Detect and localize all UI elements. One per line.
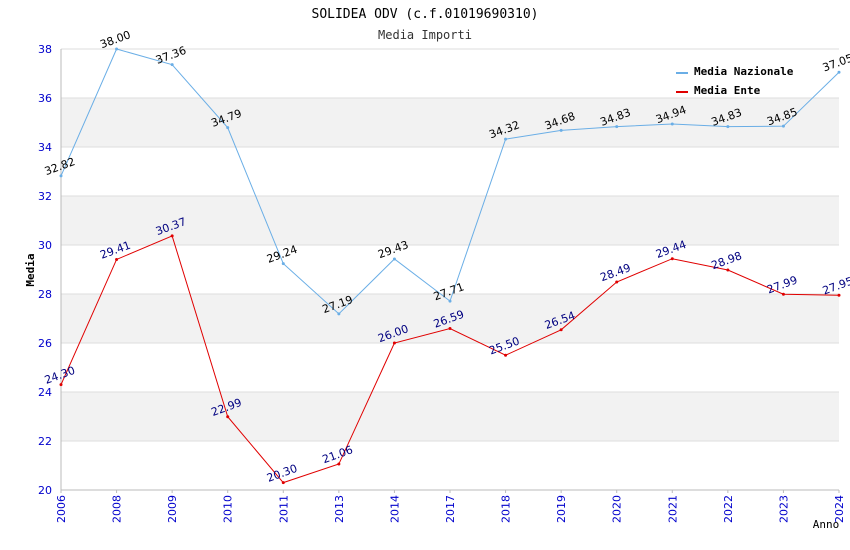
legend-label-media-nazionale: Media Nazionale [694, 65, 794, 78]
x-tick-label: 2006 [55, 495, 68, 523]
data-point [448, 327, 452, 331]
data-label: 28.49 [598, 261, 632, 284]
data-label: 37.36 [154, 44, 188, 67]
data-point [670, 257, 674, 261]
y-tick-label: 20 [38, 484, 52, 497]
data-point [615, 280, 619, 284]
data-label: 37.05 [821, 51, 850, 74]
background-band [61, 98, 839, 147]
data-point [781, 124, 785, 128]
x-tick-label: 2014 [388, 495, 401, 523]
data-point [504, 353, 508, 357]
data-label: 21.06 [321, 443, 355, 466]
data-point [281, 481, 285, 485]
x-tick-label: 2024 [833, 495, 846, 523]
chart-subtitle: Media Importi [378, 28, 472, 42]
data-point [504, 137, 508, 141]
data-label: 28.98 [710, 249, 744, 272]
chart-series-lines [59, 47, 841, 485]
y-tick-label: 22 [38, 435, 52, 448]
data-point [726, 125, 730, 129]
data-point [170, 63, 174, 67]
y-tick-label: 24 [38, 386, 52, 399]
data-point [392, 341, 396, 345]
y-tick-label: 38 [38, 43, 52, 56]
data-label: 38.00 [98, 28, 132, 51]
y-tick-label: 32 [38, 190, 52, 203]
data-point [781, 292, 785, 296]
x-tick-label: 2019 [555, 495, 568, 523]
x-tick-label: 2021 [666, 495, 679, 523]
x-tick-label: 2022 [722, 495, 735, 523]
data-point [670, 122, 674, 126]
data-point [559, 128, 563, 132]
x-tick-label: 2023 [777, 495, 790, 523]
x-axis-title: Anno [813, 518, 840, 531]
data-point [559, 328, 563, 332]
x-tick-label: 2010 [222, 495, 235, 523]
x-tick-label: 2020 [611, 495, 624, 523]
chart-gridlines [61, 48, 839, 491]
data-point [226, 415, 230, 419]
background-band [61, 196, 839, 245]
data-point [615, 125, 619, 129]
background-band [61, 392, 839, 441]
data-point [170, 234, 174, 238]
legend-label-media-ente: Media Ente [694, 84, 761, 97]
y-axis-title: Media [24, 253, 37, 286]
x-tick-label: 2018 [500, 495, 513, 523]
data-label: 24.30 [43, 364, 77, 387]
x-tick-label: 2011 [277, 495, 290, 523]
x-tick-label: 2008 [111, 495, 124, 523]
y-tick-label: 26 [38, 337, 52, 350]
data-point [837, 70, 841, 74]
y-tick-label: 28 [38, 288, 52, 301]
data-label: 32.82 [43, 155, 77, 178]
data-point [59, 174, 63, 178]
data-point [392, 257, 396, 261]
x-tick-label: 2013 [333, 495, 346, 523]
data-point [337, 312, 341, 316]
data-label: 29.24 [265, 243, 299, 266]
y-tick-label: 34 [38, 141, 52, 154]
data-point [115, 257, 119, 261]
data-point [59, 383, 63, 387]
series-line-media-ente [60, 235, 840, 484]
chart-background-bands [61, 98, 839, 441]
data-label: 27.99 [765, 273, 799, 296]
y-tick-label: 30 [38, 239, 52, 252]
x-tick-label: 2009 [166, 495, 179, 523]
data-point [115, 47, 119, 51]
chart-title: SOLIDEA ODV (c.f.01019690310) [312, 7, 539, 22]
data-point [337, 462, 341, 466]
data-point [837, 293, 841, 297]
data-point [726, 268, 730, 272]
y-axis-ticks: 20 22 24 26 28 30 32 34 36 38 [38, 43, 52, 497]
y-tick-label: 36 [38, 92, 52, 105]
x-axis-ticks: 2006 2008 2009 2010 2011 2013 2014 2017 2018 2019… [55, 490, 846, 523]
data-point [448, 299, 452, 303]
data-point [226, 126, 230, 130]
x-tick-label: 2017 [444, 495, 457, 523]
data-point [281, 262, 285, 266]
chart-legend: Media Nazionale Media Ente [676, 65, 794, 97]
